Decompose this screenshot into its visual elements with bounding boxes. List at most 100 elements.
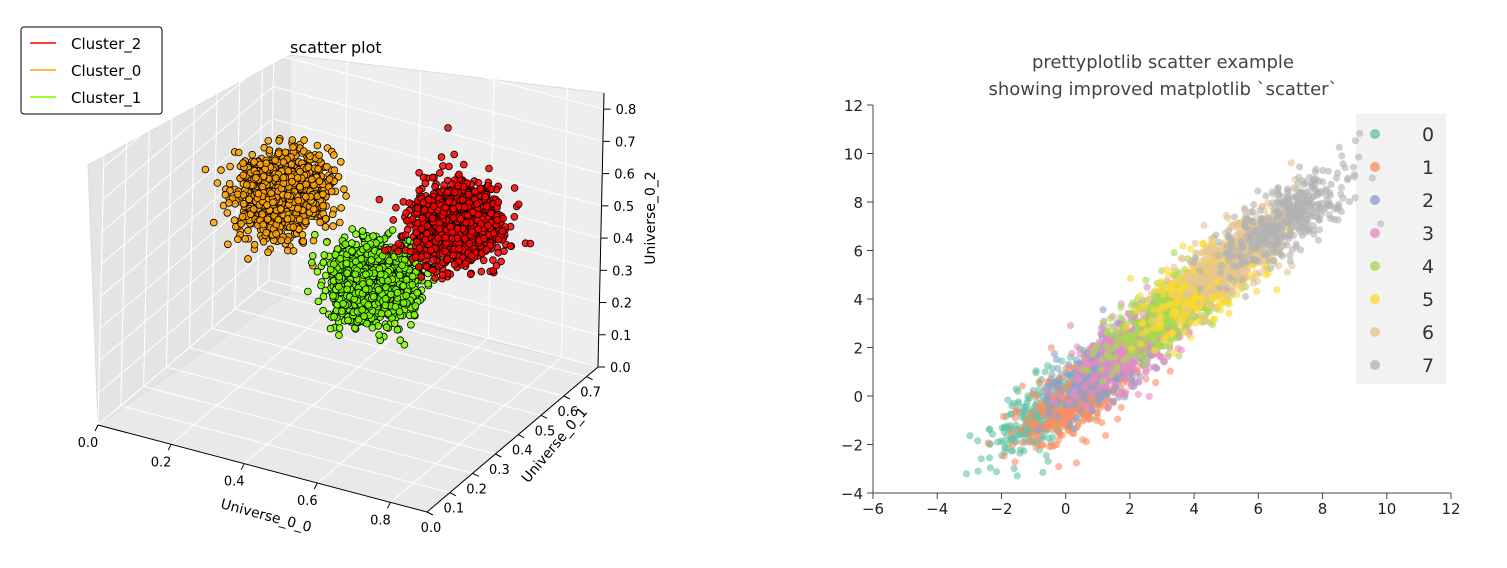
point xyxy=(296,183,304,191)
point xyxy=(384,309,393,318)
point xyxy=(329,222,337,230)
grid-line xyxy=(189,347,519,436)
point xyxy=(966,432,974,440)
grid-line xyxy=(188,73,196,348)
point xyxy=(329,292,337,300)
point xyxy=(1013,472,1021,480)
z-tick-label: 0.8 xyxy=(616,103,637,118)
point xyxy=(239,159,247,167)
point xyxy=(272,229,280,238)
point xyxy=(994,438,1002,446)
point xyxy=(304,163,313,172)
point xyxy=(299,237,308,245)
point xyxy=(431,182,439,191)
point xyxy=(494,235,503,244)
point xyxy=(294,196,303,205)
point xyxy=(1007,429,1015,437)
grid-line xyxy=(120,405,450,494)
point xyxy=(448,180,456,189)
point xyxy=(289,143,297,152)
point xyxy=(415,244,424,252)
point xyxy=(450,150,459,159)
point xyxy=(480,234,488,243)
point xyxy=(472,200,481,208)
point xyxy=(233,190,242,199)
point xyxy=(444,124,452,132)
point xyxy=(450,260,459,269)
y-tick-label: 0.1 xyxy=(443,502,464,517)
point xyxy=(262,159,271,168)
point xyxy=(369,292,378,301)
point xyxy=(338,307,346,315)
point xyxy=(271,174,280,182)
grid-line xyxy=(166,366,496,455)
point xyxy=(1032,369,1040,377)
z-axis-label: Universe_0_2 xyxy=(643,171,659,264)
point xyxy=(259,220,268,229)
point xyxy=(465,240,474,248)
point xyxy=(455,170,463,179)
point xyxy=(422,262,431,271)
point xyxy=(358,306,366,314)
point xyxy=(281,148,290,157)
point xyxy=(289,247,298,255)
point xyxy=(436,169,444,177)
point xyxy=(1098,419,1106,427)
point xyxy=(481,192,490,201)
point xyxy=(323,163,331,171)
point xyxy=(352,230,360,238)
grid-line xyxy=(170,298,343,445)
point xyxy=(417,273,426,281)
point xyxy=(361,285,370,294)
point xyxy=(258,182,267,191)
z-tick-label: 0.7 xyxy=(615,135,636,150)
point xyxy=(431,274,439,282)
point xyxy=(510,184,519,192)
point xyxy=(244,255,252,263)
x-tick xyxy=(240,463,245,470)
point xyxy=(454,181,463,190)
point xyxy=(393,288,402,297)
grid-line xyxy=(317,337,489,484)
point xyxy=(1022,420,1030,428)
point xyxy=(364,301,373,309)
point xyxy=(403,225,412,234)
point xyxy=(441,203,450,212)
point xyxy=(262,228,271,237)
point xyxy=(254,189,263,198)
grid-line xyxy=(103,21,275,168)
y-tick xyxy=(495,453,502,458)
point xyxy=(408,272,417,281)
point xyxy=(395,271,404,280)
point xyxy=(377,309,386,318)
point xyxy=(264,137,273,145)
point xyxy=(325,175,334,183)
point xyxy=(1036,378,1044,386)
point xyxy=(1032,443,1040,451)
point xyxy=(314,297,323,306)
point xyxy=(244,226,252,235)
point xyxy=(391,302,400,311)
point xyxy=(434,234,442,242)
point xyxy=(343,269,351,278)
y-tick xyxy=(449,492,457,497)
point xyxy=(381,301,390,310)
point xyxy=(296,167,304,176)
point xyxy=(335,218,344,227)
grid-line xyxy=(234,34,242,310)
grid-line xyxy=(97,150,105,426)
point xyxy=(328,210,337,219)
point xyxy=(974,467,982,475)
point xyxy=(319,190,327,199)
point xyxy=(1009,399,1017,407)
point xyxy=(410,311,419,319)
point xyxy=(315,177,324,186)
point xyxy=(392,203,400,212)
grid-line xyxy=(274,21,604,110)
point xyxy=(309,205,318,214)
grid-line xyxy=(560,83,568,358)
grid-line xyxy=(243,318,416,465)
y-tick-label: 0.0 xyxy=(421,521,442,536)
point xyxy=(506,242,515,250)
point xyxy=(341,240,350,248)
